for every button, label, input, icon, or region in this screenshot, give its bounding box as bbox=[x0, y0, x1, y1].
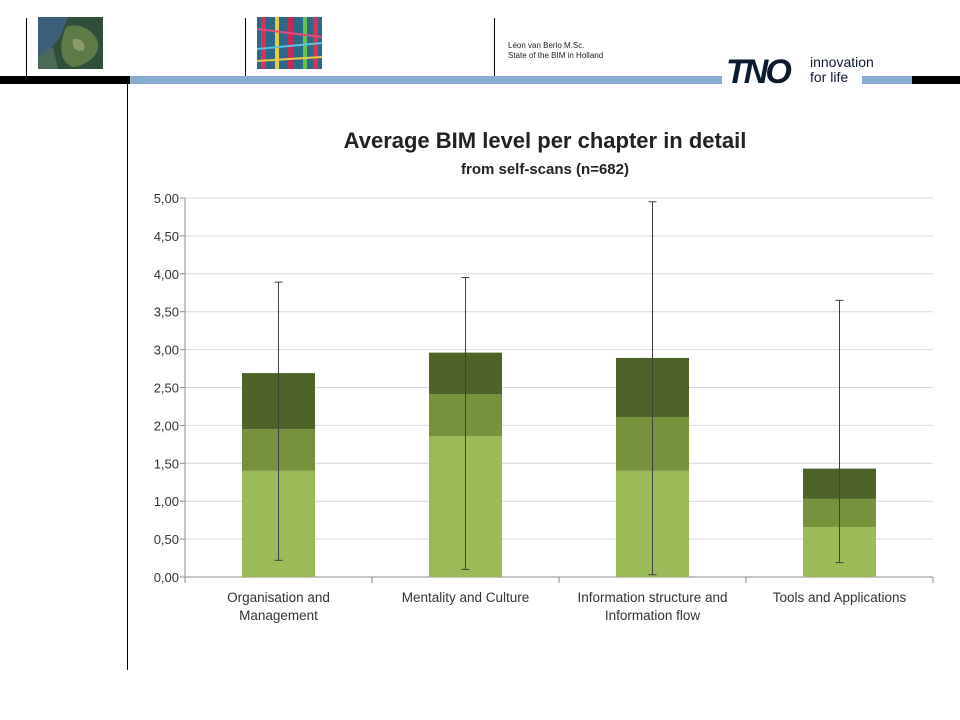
header-divider bbox=[26, 18, 27, 84]
x-tick-label: Tools and Applications bbox=[773, 590, 907, 605]
y-tick-label: 4,00 bbox=[154, 267, 179, 282]
author-name: Léon van Berlo M.Sc. bbox=[508, 41, 585, 50]
author-info: Léon van Berlo M.Sc. State of the BIM in… bbox=[508, 41, 603, 61]
y-tick-label: 3,00 bbox=[154, 343, 179, 358]
tagline-line2: for life bbox=[810, 69, 849, 85]
y-tick-label: 1,00 bbox=[154, 494, 179, 509]
bim-level-chart: Average BIM level per chapter in detail … bbox=[154, 128, 934, 623]
x-tick-label: Information flow bbox=[605, 608, 701, 623]
y-tick-label: 3,50 bbox=[154, 305, 179, 320]
satellite-map-icon bbox=[38, 17, 103, 69]
tno-tagline: innovation for life bbox=[810, 55, 874, 85]
y-tick-label: 0,00 bbox=[154, 570, 179, 585]
structure-photo-thumbnail bbox=[256, 17, 323, 69]
tagline-line1: innovation bbox=[810, 54, 874, 70]
y-tick-label: 1,50 bbox=[154, 456, 179, 471]
x-tick-label: Mentality and Culture bbox=[402, 590, 530, 605]
header-band-end bbox=[912, 76, 960, 84]
tno-logo: TNO bbox=[726, 53, 792, 91]
satellite-map-thumbnail bbox=[38, 17, 103, 69]
header-divider bbox=[494, 18, 495, 84]
content-left-border bbox=[127, 84, 128, 670]
structure-photo-icon bbox=[256, 17, 323, 69]
y-tick-label: 2,50 bbox=[154, 381, 179, 396]
chart-title: Average BIM level per chapter in detail bbox=[344, 128, 747, 153]
header-band-left bbox=[0, 76, 130, 84]
plot-area: 0,00 0,50 1,00 1,50 2,00 2,50 3,00 3,50 4,00 4,50… bbox=[154, 191, 934, 623]
presentation-title: State of the BIM in Holland bbox=[508, 51, 604, 60]
chart-subtitle: from self-scans (n=682) bbox=[461, 161, 629, 178]
x-tick-label: Information structure and bbox=[577, 590, 727, 605]
y-tick-label: 5,00 bbox=[154, 191, 179, 206]
y-tick-label: 0,50 bbox=[154, 532, 179, 547]
x-tick-label: Organisation and bbox=[227, 590, 330, 605]
header-divider bbox=[245, 18, 246, 84]
header-band-right bbox=[862, 76, 912, 84]
x-tick-label: Management bbox=[239, 608, 318, 623]
header-band bbox=[130, 76, 722, 84]
y-tick-label: 2,00 bbox=[154, 418, 179, 433]
y-tick-label: 4,50 bbox=[154, 229, 179, 244]
